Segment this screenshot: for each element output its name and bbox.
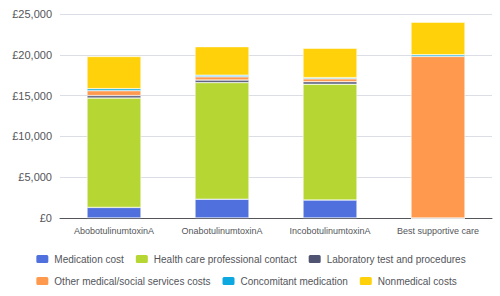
svg-text:Nonmedical costs: Nonmedical costs: [378, 276, 457, 287]
svg-text:Laboratory test and procedures: Laboratory test and procedures: [327, 254, 466, 265]
svg-text:£0: £0: [40, 212, 52, 224]
svg-text:Other medical/social services: Other medical/social services costs: [54, 276, 210, 287]
svg-text:£15,000: £15,000: [12, 90, 52, 102]
svg-text:£10,000: £10,000: [12, 130, 52, 142]
svg-text:£20,000: £20,000: [12, 49, 52, 61]
svg-text:Medication cost: Medication cost: [54, 254, 124, 265]
svg-text:IncobotulinumtoxinA: IncobotulinumtoxinA: [289, 226, 370, 236]
svg-text:OnabotulinumtoxinA: OnabotulinumtoxinA: [181, 226, 262, 236]
svg-text:Health care professional conta: Health care professional contact: [154, 254, 297, 265]
svg-text:Best supportive care: Best supportive care: [397, 226, 479, 236]
svg-text:£5,000: £5,000: [18, 171, 52, 183]
svg-text:Concomitant medication: Concomitant medication: [241, 276, 348, 287]
svg-text:£25,000: £25,000: [12, 8, 52, 20]
svg-text:AbobotulinumtoxinA: AbobotulinumtoxinA: [74, 226, 154, 236]
